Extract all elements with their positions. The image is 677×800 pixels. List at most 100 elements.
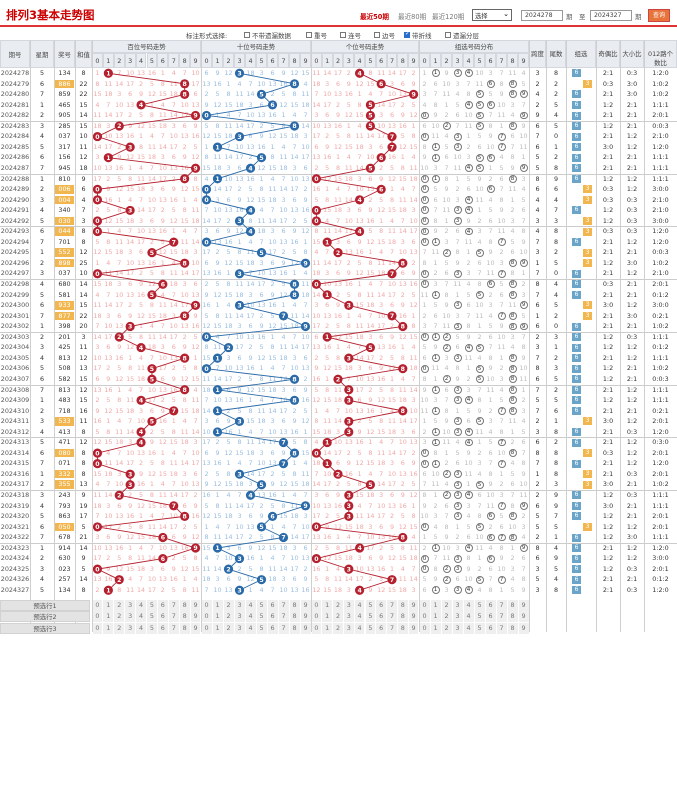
range-50[interactable]: 最近50期 <box>360 13 389 21</box>
predict-digit[interactable]: 3 <box>125 599 136 611</box>
predict-digit[interactable]: 0 <box>419 611 430 622</box>
predict-digit[interactable]: 1 <box>322 611 333 622</box>
predict-digit[interactable]: 6 <box>485 599 496 611</box>
predict-digit[interactable]: 0 <box>201 611 212 622</box>
predict-digit[interactable]: 2 <box>223 611 234 622</box>
predict-digit[interactable]: 9 <box>300 622 311 634</box>
predict-digit[interactable]: 3 <box>343 611 354 622</box>
predict-digit[interactable]: 0 <box>419 599 430 611</box>
predict-digit[interactable]: 5 <box>474 599 485 611</box>
predict-digit[interactable]: 8 <box>179 611 190 622</box>
predict-digit[interactable]: 4 <box>463 599 474 611</box>
predict-digit[interactable]: 7 <box>496 622 507 634</box>
predict-digit[interactable]: 5 <box>147 622 157 634</box>
predict-digit[interactable]: 7 <box>387 611 397 622</box>
predict-digit[interactable]: 3 <box>125 611 136 622</box>
predict-digit[interactable]: 1 <box>103 622 114 634</box>
predict-digit[interactable]: 5 <box>256 599 267 611</box>
predict-digit[interactable]: 0 <box>92 611 103 622</box>
predict-digit[interactable]: 7 <box>278 622 289 634</box>
predict-digit[interactable]: 7 <box>278 599 289 611</box>
predict-digit[interactable]: 2 <box>333 622 343 634</box>
predict-digit[interactable]: 4 <box>245 599 256 611</box>
predict-digit[interactable]: 8 <box>289 622 300 634</box>
option-layered[interactable]: 遗漏分层 <box>445 30 479 40</box>
predict-digit[interactable]: 2 <box>223 599 234 611</box>
predict-digit[interactable]: 7 <box>168 622 179 634</box>
predict-digit[interactable]: 9 <box>300 599 311 611</box>
option-polyline[interactable]: 带折线 <box>404 30 432 40</box>
predict-digit[interactable]: 9 <box>408 599 419 611</box>
predict-digit[interactable]: 8 <box>289 611 300 622</box>
predict-digit[interactable]: 1 <box>212 622 223 634</box>
predict-digit[interactable]: 6 <box>267 622 278 634</box>
predict-digit[interactable]: 3 <box>125 622 136 634</box>
option-edge[interactable]: 边号 <box>374 30 395 40</box>
predict-digit[interactable]: 6 <box>485 611 496 622</box>
predict-digit[interactable]: 2 <box>441 622 452 634</box>
query-button[interactable]: 查询 <box>648 9 670 22</box>
predict-digit[interactable]: 2 <box>441 599 452 611</box>
predict-digit[interactable]: 4 <box>463 611 474 622</box>
predict-digit[interactable]: 6 <box>376 611 387 622</box>
predict-digit[interactable]: 1 <box>212 611 223 622</box>
option-repeat[interactable]: 重号 <box>306 30 327 40</box>
predict-digit[interactable]: 1 <box>103 599 114 611</box>
predict-digit[interactable]: 6 <box>157 622 168 634</box>
predict-digit[interactable]: 8 <box>397 599 408 611</box>
predict-digit[interactable]: 3 <box>343 599 354 611</box>
predict-digit[interactable]: 5 <box>474 611 485 622</box>
predict-digit[interactable]: 3 <box>343 622 354 634</box>
predict-digit[interactable]: 4 <box>136 611 146 622</box>
predict-digit[interactable]: 0 <box>201 622 212 634</box>
predict-digit[interactable]: 5 <box>365 599 376 611</box>
predict-digit[interactable]: 3 <box>234 611 245 622</box>
predict-digit[interactable]: 6 <box>376 599 387 611</box>
predict-digit[interactable]: 8 <box>507 599 518 611</box>
predict-digit[interactable]: 7 <box>387 622 397 634</box>
predict-digit[interactable]: 9 <box>190 599 201 611</box>
predict-digit[interactable]: 7 <box>387 599 397 611</box>
predict-digit[interactable]: 3 <box>234 622 245 634</box>
predict-digit[interactable]: 5 <box>147 599 157 611</box>
predict-digit[interactable]: 7 <box>496 599 507 611</box>
predict-digit[interactable]: 5 <box>474 622 485 634</box>
predict-digit[interactable]: 2 <box>114 622 125 634</box>
predict-digit[interactable]: 3 <box>452 622 463 634</box>
predict-digit[interactable]: 4 <box>136 622 146 634</box>
predict-digit[interactable]: 2 <box>441 611 452 622</box>
predict-digit[interactable]: 8 <box>397 611 408 622</box>
predict-digit[interactable]: 5 <box>256 622 267 634</box>
predict-digit[interactable]: 4 <box>245 611 256 622</box>
predict-digit[interactable]: 4 <box>463 622 474 634</box>
predict-digit[interactable]: 6 <box>376 622 387 634</box>
predict-digit[interactable]: 5 <box>365 622 376 634</box>
predict-digit[interactable]: 5 <box>365 611 376 622</box>
predict-digit[interactable]: 6 <box>267 611 278 622</box>
predict-digit[interactable]: 0 <box>92 622 103 634</box>
predict-digit[interactable]: 1 <box>430 611 441 622</box>
predict-digit[interactable]: 1 <box>430 599 441 611</box>
predict-digit[interactable]: 2 <box>223 622 234 634</box>
predict-digit[interactable]: 2 <box>333 611 343 622</box>
predict-digit[interactable]: 3 <box>234 599 245 611</box>
predict-digit[interactable]: 9 <box>300 611 311 622</box>
range-120[interactable]: 最近120期 <box>432 13 465 21</box>
predict-digit[interactable]: 4 <box>354 599 365 611</box>
from-input[interactable]: 2024278 <box>521 10 563 21</box>
predict-digit[interactable]: 8 <box>507 622 518 634</box>
predict-digit[interactable]: 2 <box>114 611 125 622</box>
to-input[interactable]: 2024327 <box>590 10 632 21</box>
predict-digit[interactable]: 9 <box>190 611 201 622</box>
predict-digit[interactable]: 2 <box>333 599 343 611</box>
predict-digit[interactable]: 7 <box>278 611 289 622</box>
predict-digit[interactable]: 9 <box>408 622 419 634</box>
predict-digit[interactable]: 0 <box>419 622 430 634</box>
predict-digit[interactable]: 5 <box>147 611 157 622</box>
predict-digit[interactable]: 1 <box>212 599 223 611</box>
option-no-miss[interactable]: 不带遗漏数据 <box>244 30 291 40</box>
predict-digit[interactable]: 2 <box>114 599 125 611</box>
predict-digit[interactable]: 8 <box>507 611 518 622</box>
predict-digit[interactable]: 1 <box>430 622 441 634</box>
predict-digit[interactable]: 4 <box>354 622 365 634</box>
